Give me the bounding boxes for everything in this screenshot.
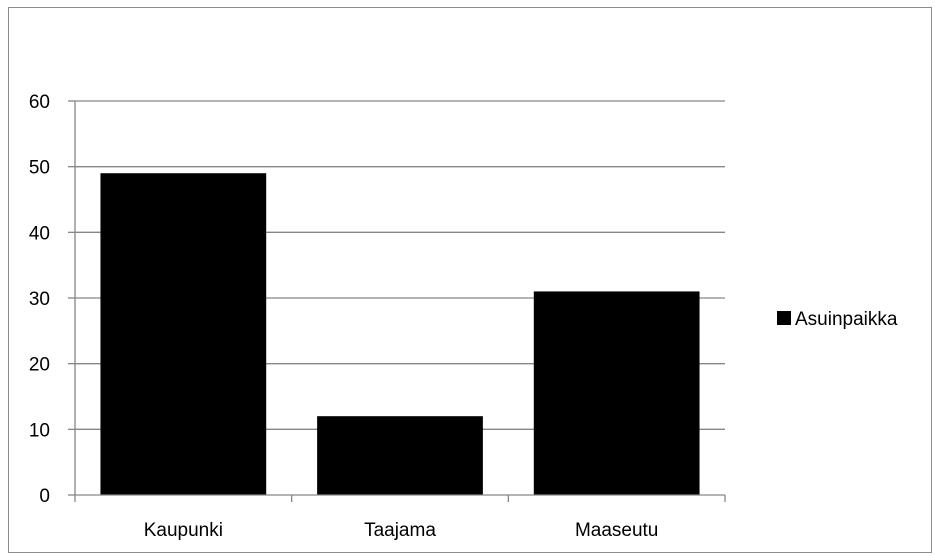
bar-kaupunki <box>100 173 267 495</box>
y-tick-label: 60 <box>29 92 50 113</box>
x-tick-label: Kaupunki <box>144 520 223 541</box>
y-tick-label: 10 <box>29 420 50 441</box>
legend: Asuinpaikka <box>777 309 898 330</box>
bars <box>100 173 700 495</box>
x-tick-label: Taajama <box>364 520 436 541</box>
bar-maaseutu <box>533 291 700 495</box>
y-tick-label: 20 <box>29 355 50 376</box>
bar-taajama <box>317 416 483 495</box>
y-tick-labels: 0 10 20 30 40 50 60 <box>29 92 50 507</box>
x-tick-label: Maaseutu <box>575 520 658 541</box>
y-tick-label: 40 <box>29 223 50 244</box>
legend-swatch-asuinpaikka <box>777 311 791 325</box>
legend-label-asuinpaikka: Asuinpaikka <box>795 309 898 330</box>
y-tick-label: 0 <box>39 486 50 507</box>
y-tick-label: 50 <box>29 158 50 179</box>
x-tick-labels: Kaupunki Taajama Maaseutu <box>144 520 659 541</box>
axes <box>68 100 726 502</box>
y-tick-label: 30 <box>29 289 50 310</box>
